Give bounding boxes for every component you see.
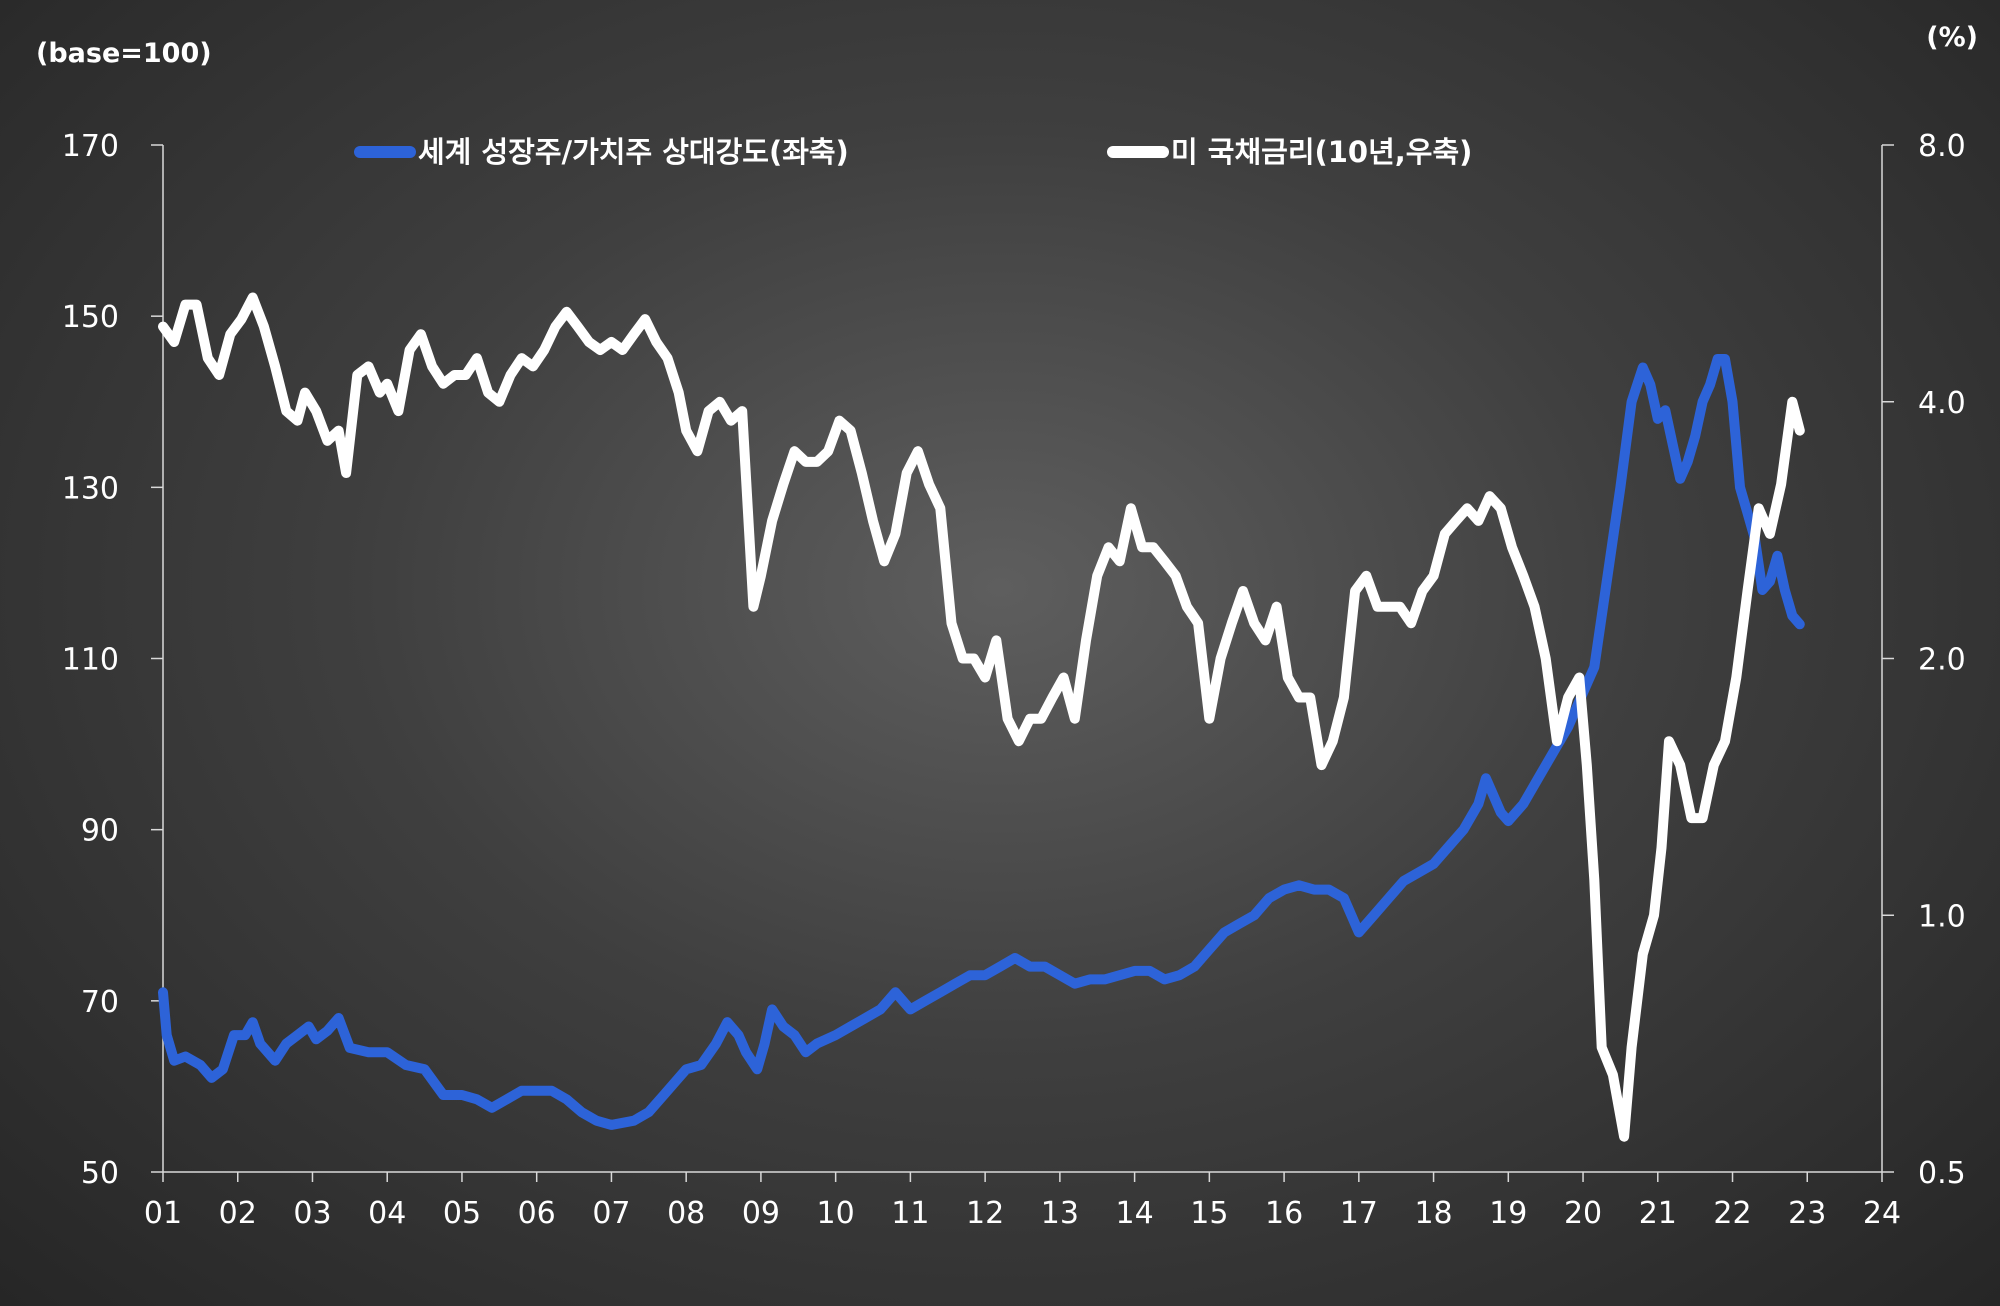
legend: 세계 성장주/가치주 상대강도(좌축) 미 국채금리(10년,우축) bbox=[354, 135, 1472, 169]
x-tick-label: 24 bbox=[1863, 1196, 1901, 1231]
x-tick-label: 12 bbox=[966, 1196, 1004, 1231]
x-tick-label: 23 bbox=[1788, 1196, 1826, 1231]
x-tick-label: 09 bbox=[742, 1196, 780, 1231]
right-axis-unit: (%) bbox=[1926, 22, 1978, 53]
x-tick-label: 03 bbox=[293, 1196, 331, 1231]
right-tick-label: 8.0 bbox=[1918, 129, 1966, 164]
legend-label-treasury-yield: 미 국채금리(10년,우축) bbox=[1171, 135, 1472, 169]
x-tick-label: 21 bbox=[1639, 1196, 1677, 1231]
x-tick-label: 07 bbox=[592, 1196, 630, 1231]
series-line-growth-value bbox=[158, 354, 1805, 1130]
x-tick-label: 06 bbox=[518, 1196, 556, 1231]
x-tick-label: 02 bbox=[219, 1196, 257, 1231]
x-tick-label: 04 bbox=[368, 1196, 406, 1231]
x-tick-label: 16 bbox=[1265, 1196, 1303, 1231]
left-tick-label: 90 bbox=[81, 814, 119, 849]
left-axis-unit: (base=100) bbox=[36, 38, 212, 69]
left-tick-label: 50 bbox=[81, 1156, 119, 1191]
right-tick-label: 1.0 bbox=[1918, 899, 1966, 934]
x-tick-label: 10 bbox=[817, 1196, 855, 1231]
x-tick-label: 19 bbox=[1489, 1196, 1527, 1231]
x-tick-label: 11 bbox=[891, 1196, 929, 1231]
x-tick-label: 17 bbox=[1340, 1196, 1378, 1231]
x-tick-label: 15 bbox=[1190, 1196, 1228, 1231]
x-tick-label: 18 bbox=[1414, 1196, 1452, 1231]
x-tick-label: 22 bbox=[1713, 1196, 1751, 1231]
x-tick-label: 20 bbox=[1564, 1196, 1602, 1231]
x-tick-label: 05 bbox=[443, 1196, 481, 1231]
x-tick-label: 08 bbox=[667, 1196, 705, 1231]
left-tick-label: 130 bbox=[62, 471, 119, 506]
left-tick-label: 150 bbox=[62, 300, 119, 335]
series-group bbox=[158, 292, 1805, 1142]
left-tick-label: 170 bbox=[62, 129, 119, 164]
axes: 170 150 130 110 90 70 50 8.0 4.0 2.0 1.0 0.5 01 02 03 0… bbox=[62, 129, 1966, 1231]
x-tick-label: 14 bbox=[1116, 1196, 1154, 1231]
legend-label-growth-value: 세계 성장주/가치주 상대강도(좌축) bbox=[418, 135, 849, 169]
right-tick-label: 0.5 bbox=[1918, 1156, 1966, 1191]
x-tick-label: 13 bbox=[1041, 1196, 1079, 1231]
left-tick-label: 70 bbox=[81, 985, 119, 1020]
x-tick-label: 01 bbox=[144, 1196, 182, 1231]
right-tick-label: 2.0 bbox=[1918, 643, 1966, 678]
right-tick-label: 4.0 bbox=[1918, 386, 1966, 421]
series-line-treasury-yield bbox=[158, 292, 1805, 1142]
left-tick-label: 110 bbox=[62, 643, 119, 678]
